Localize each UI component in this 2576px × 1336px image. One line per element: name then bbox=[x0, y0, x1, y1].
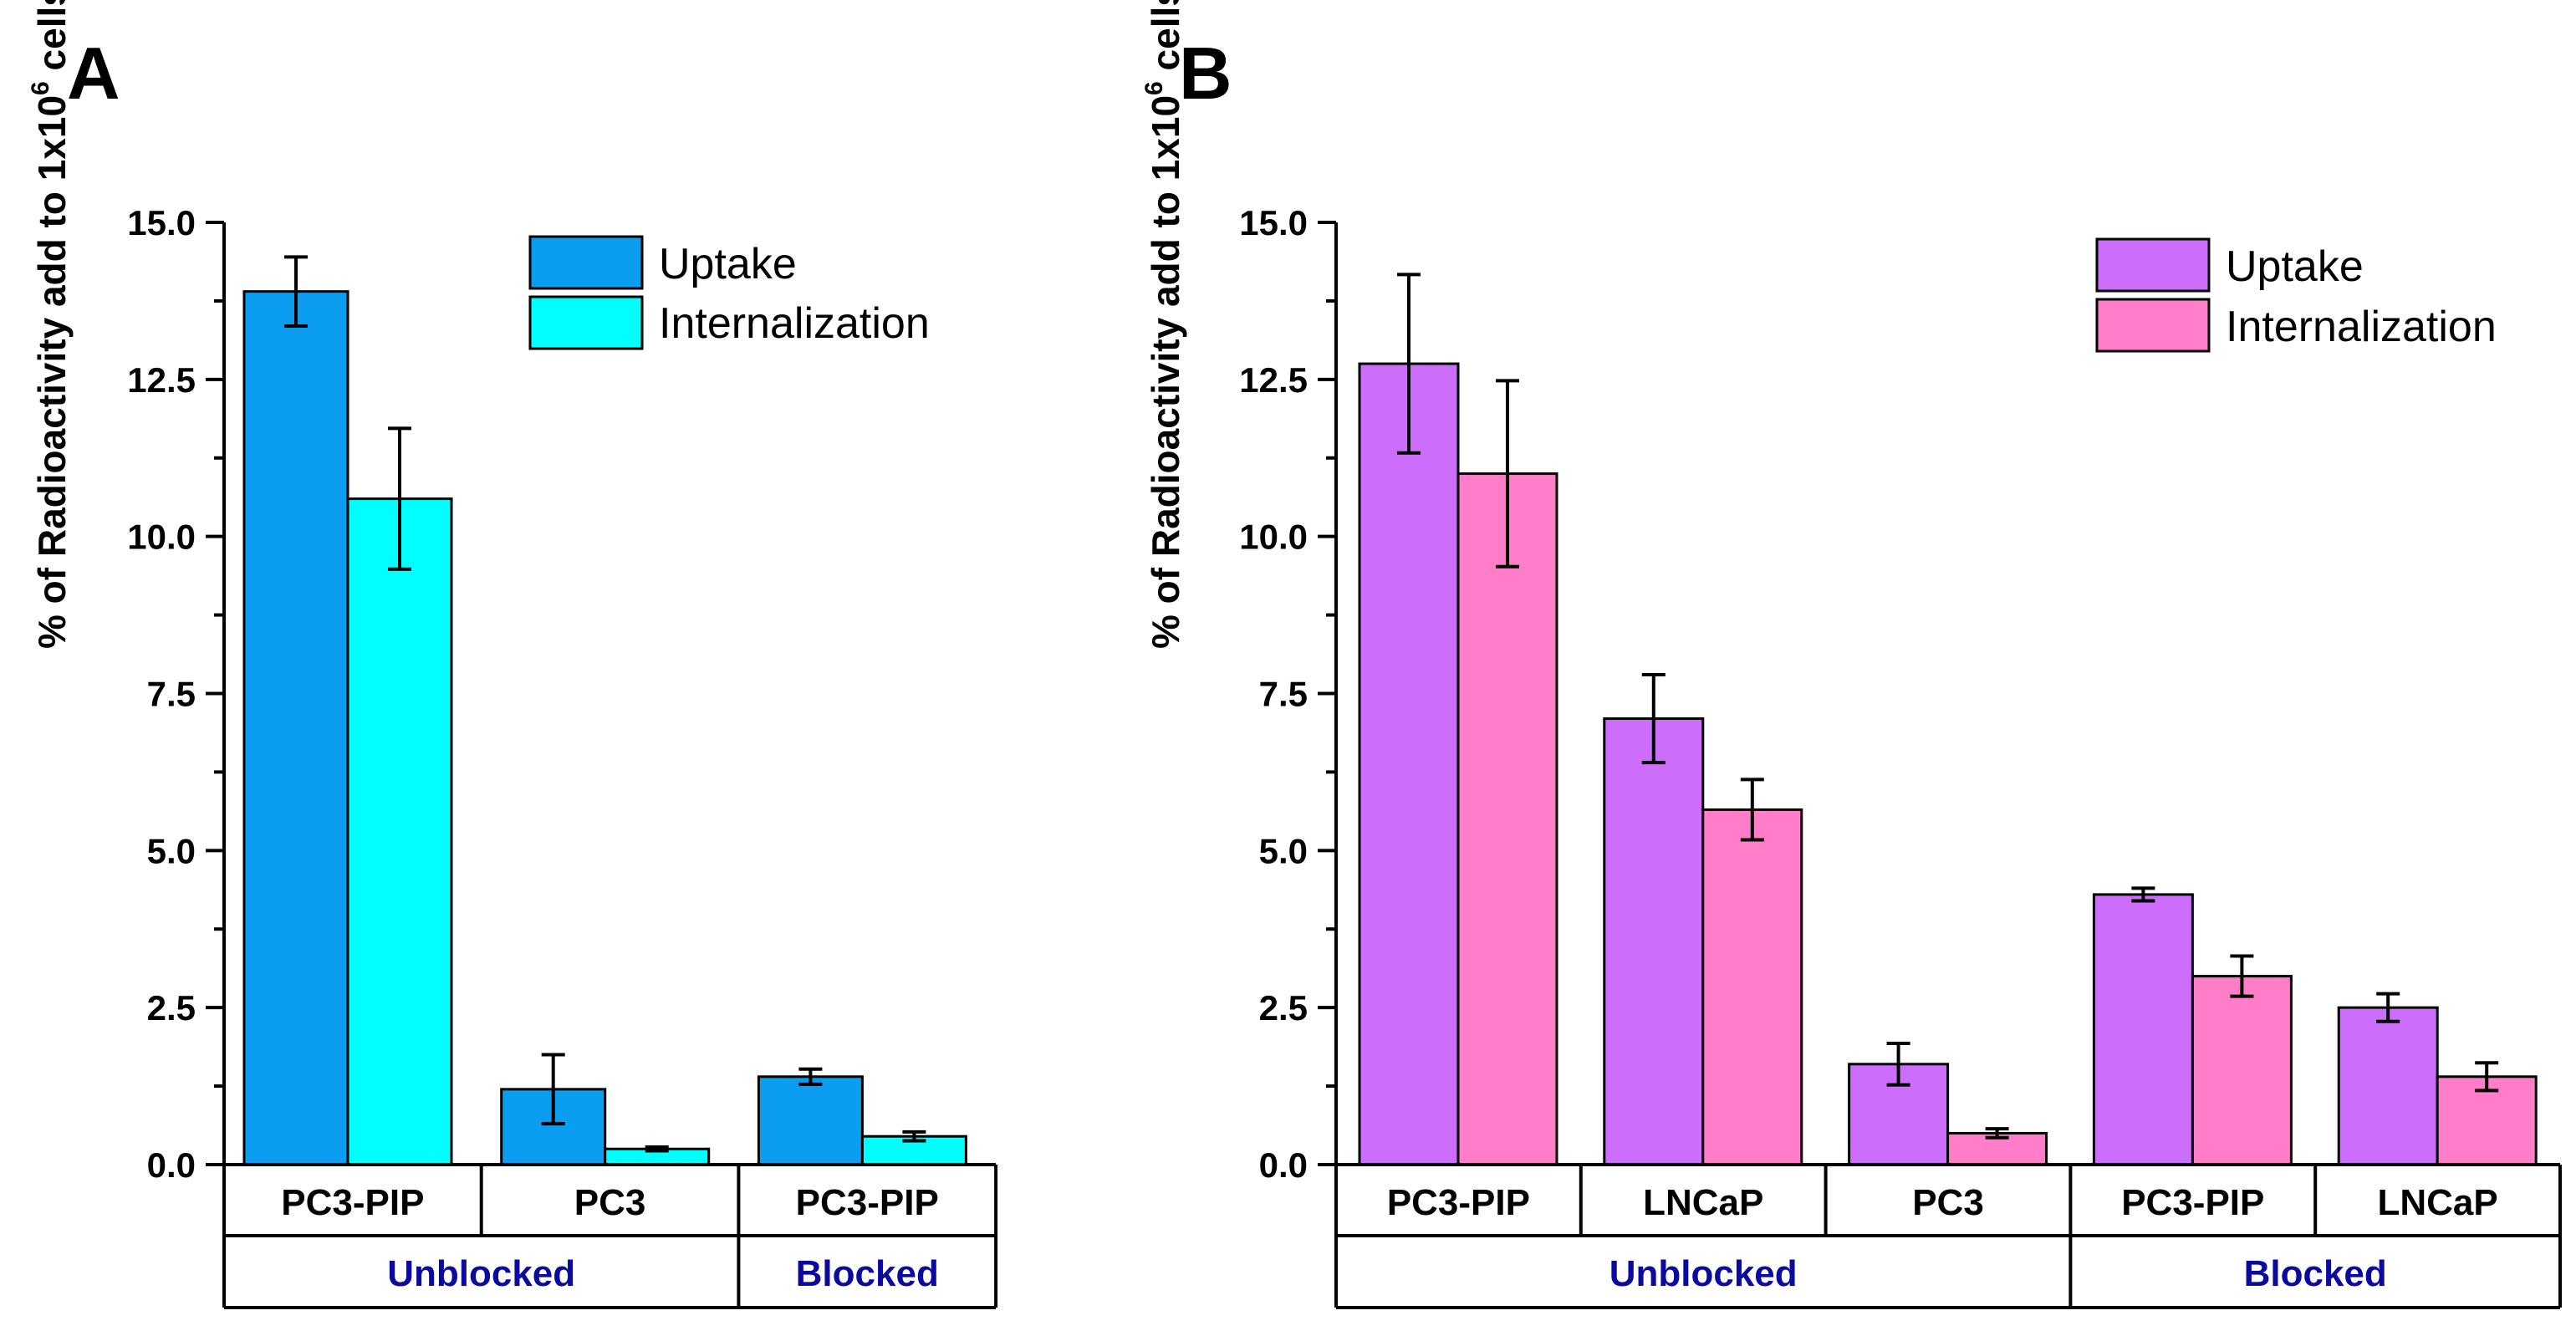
legend-b: Uptake Internalization bbox=[2095, 237, 2497, 353]
y-tick-label: 5.0 bbox=[147, 831, 196, 870]
y-tick-label: 2.5 bbox=[147, 988, 196, 1027]
legend-label-internalization: Internalization bbox=[2226, 303, 2497, 351]
group-label-unblocked: Unblocked bbox=[387, 1253, 575, 1294]
legend-swatch-internalization bbox=[528, 295, 644, 350]
bar-uptake-2 bbox=[757, 1075, 864, 1166]
bar-uptake-3 bbox=[2092, 893, 2194, 1166]
bar-internalization-0 bbox=[346, 497, 453, 1166]
category-label: PC3-PIP bbox=[2121, 1182, 2264, 1223]
panel-a: A % of Radioactivity add to 1x106 cells … bbox=[27, 0, 930, 649]
bar-uptake-4 bbox=[2337, 1006, 2439, 1166]
category-label: LNCaP bbox=[2377, 1182, 2497, 1223]
y-tick-label: 15.0 bbox=[1239, 203, 1308, 242]
bar-uptake-0 bbox=[1358, 362, 1460, 1166]
y-axis-label-a: % of Radioactivity add to 1x106 cells bbox=[27, 0, 74, 649]
category-label: PC3-PIP bbox=[1387, 1182, 1530, 1223]
y-tick-label: 5.0 bbox=[1259, 831, 1308, 870]
chart-marks: 0.0 2.5 5.0 7.5 10.0 12.5 15.0 PC3-PIP PC3 PC3-PI… bbox=[127, 203, 2562, 1309]
bar-internalization-1 bbox=[1701, 808, 1803, 1166]
y-tick-label: 12.5 bbox=[1239, 360, 1308, 400]
group-label-blocked: Blocked bbox=[796, 1253, 939, 1294]
panel-letter-a: A bbox=[67, 32, 120, 115]
group-label-unblocked: Unblocked bbox=[1609, 1253, 1798, 1294]
y-tick-label: 7.5 bbox=[1259, 675, 1308, 714]
legend-swatch-uptake bbox=[528, 235, 644, 290]
y-axis-label-b: % of Radioactivity add to 1x106 cells bbox=[1140, 0, 1187, 649]
category-label: PC3 bbox=[1912, 1182, 1984, 1223]
y-tick-label: 2.5 bbox=[1259, 988, 1308, 1027]
group-label-blocked: Blocked bbox=[2244, 1253, 2387, 1294]
y-tick-label: 12.5 bbox=[127, 360, 196, 400]
bar-internalization-3 bbox=[2191, 975, 2293, 1166]
y-tick-label: 0.0 bbox=[1259, 1145, 1308, 1185]
legend-swatch-uptake bbox=[2095, 237, 2211, 293]
legend-a: Uptake Internalization bbox=[528, 235, 930, 350]
panel-b: B % of Radioactivity add to 1x106 cells … bbox=[1140, 0, 2497, 649]
category-label: PC3-PIP bbox=[281, 1182, 424, 1223]
y-tick-label: 10.0 bbox=[1239, 518, 1308, 557]
category-label: PC3-PIP bbox=[796, 1182, 939, 1223]
bar-uptake-0 bbox=[242, 290, 349, 1166]
y-tick-label: 7.5 bbox=[147, 675, 196, 714]
legend-label-uptake: Uptake bbox=[659, 240, 797, 288]
y-tick-label: 10.0 bbox=[127, 518, 196, 557]
category-label: LNCaP bbox=[1643, 1182, 1763, 1223]
panel-letter-b: B bbox=[1179, 32, 1232, 115]
legend-label-internalization: Internalization bbox=[659, 299, 930, 348]
legend-swatch-internalization bbox=[2095, 298, 2211, 353]
bar-uptake-1 bbox=[1603, 717, 1705, 1166]
category-label: PC3 bbox=[574, 1182, 646, 1223]
legend-label-uptake: Uptake bbox=[2226, 242, 2364, 291]
y-tick-label: 0.0 bbox=[147, 1145, 196, 1185]
y-tick-label: 15.0 bbox=[127, 203, 196, 242]
bar-internalization-0 bbox=[1456, 472, 1558, 1166]
